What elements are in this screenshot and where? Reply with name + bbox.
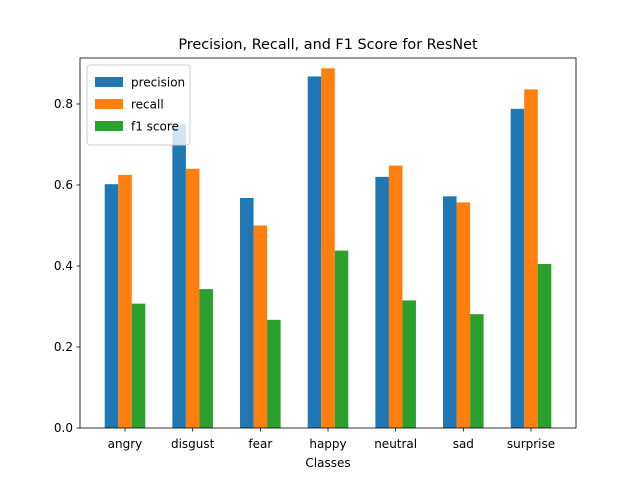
- chart-title: Precision, Recall, and F1 Score for ResN…: [178, 37, 478, 53]
- x-tick-label-disgust: disgust: [171, 437, 215, 451]
- bar-recall-happy: [321, 68, 335, 429]
- bar-recall-disgust: [185, 168, 200, 429]
- bar-recall-sad: [456, 202, 471, 428]
- x-tick-label-surprise: surprise: [507, 437, 555, 451]
- bar-precision-sad: [443, 196, 457, 428]
- bar-f1-score-happy: [334, 250, 349, 428]
- bars-layer: [104, 68, 552, 429]
- legend-label-recall: recall: [131, 98, 164, 112]
- legend-swatch-recall: [95, 99, 123, 109]
- legend-label-precision: precision: [131, 76, 185, 90]
- x-tick-label-angry: angry: [108, 437, 143, 451]
- bar-recall-angry: [118, 174, 132, 428]
- bar-precision-neutral: [375, 176, 389, 428]
- bar-f1-score-neutral: [402, 300, 416, 428]
- y-tick-label: 0.8: [54, 97, 73, 111]
- y-tick-label: 0.2: [54, 340, 73, 354]
- bar-f1-score-sad: [470, 314, 484, 428]
- bar-f1-score-disgust: [199, 289, 213, 428]
- bar-f1-score-fear: [267, 319, 281, 428]
- legend-swatch-precision: [95, 77, 123, 87]
- x-tick-label-neutral: neutral: [374, 437, 417, 451]
- y-tick-label: 0.6: [54, 178, 73, 192]
- bar-f1-score-angry: [131, 303, 146, 428]
- bar-precision-happy: [307, 76, 322, 429]
- x-axis-label: Classes: [305, 456, 350, 470]
- bar-precision-disgust: [172, 124, 186, 428]
- bar-precision-fear: [240, 197, 254, 428]
- x-tick-label-fear: fear: [248, 437, 272, 451]
- legend: precision recall f1 score: [86, 64, 191, 146]
- bar-recall-neutral: [388, 165, 403, 429]
- legend-swatch-f1-score: [95, 121, 123, 131]
- bar-f1-score-surprise: [537, 263, 552, 428]
- axes-layer: 0.0 0.2 0.4 0.6 0.8 angry disgust fear happy neut…: [54, 57, 577, 451]
- bar-precision-angry: [104, 184, 119, 428]
- legend-label-f1-score: f1 score: [131, 120, 179, 134]
- y-tick-label: 0.4: [54, 259, 73, 273]
- bar-precision-surprise: [510, 108, 525, 428]
- bar-recall-surprise: [524, 89, 538, 428]
- x-tick-label-happy: happy: [309, 437, 346, 451]
- x-tick-label-sad: sad: [453, 437, 474, 451]
- y-tick-label: 0.0: [54, 421, 73, 435]
- bar-recall-fear: [253, 225, 268, 428]
